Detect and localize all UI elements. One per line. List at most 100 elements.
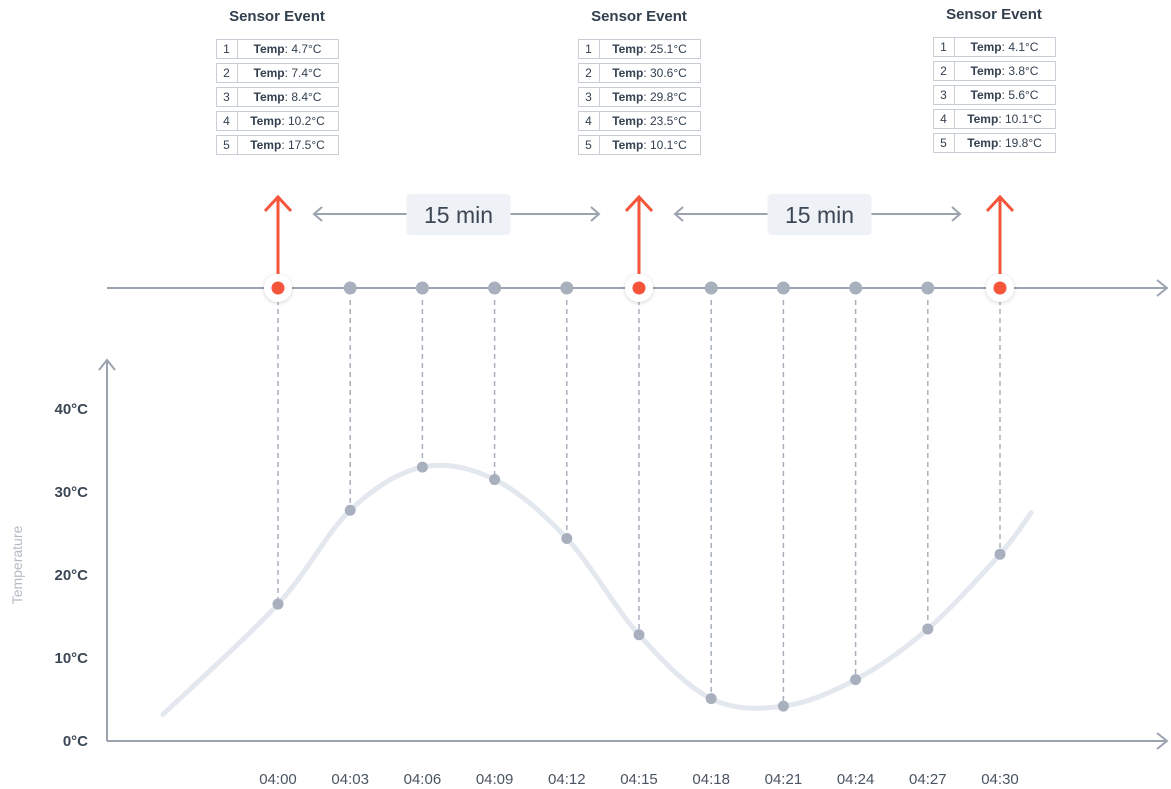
reading-value: 4.1°C bbox=[1008, 40, 1039, 54]
timeline-dot bbox=[704, 281, 718, 295]
interval-arrowhead-left bbox=[673, 206, 684, 222]
sample-point bbox=[777, 700, 789, 712]
x-tick-label: 04:12 bbox=[548, 771, 586, 788]
reading-index: 5 bbox=[215, 135, 237, 155]
reading-row: 5 Temp: 19.8°C bbox=[932, 133, 1056, 153]
reading-separator: : bbox=[1001, 40, 1009, 54]
sample-point bbox=[994, 548, 1006, 560]
timeline-dot bbox=[921, 281, 935, 295]
reading-row: 2 Temp: 3.8°C bbox=[932, 61, 1056, 81]
interval-label-box bbox=[767, 194, 872, 235]
sample-point bbox=[705, 693, 717, 705]
reading-index: 3 bbox=[932, 85, 954, 105]
y-tick-label: 0°C bbox=[63, 733, 88, 750]
reading-value-cell: Temp: 10.1°C bbox=[953, 109, 1056, 129]
interval-arrowhead-left bbox=[312, 206, 323, 222]
reading-index: 2 bbox=[932, 61, 954, 81]
reading-value: 3.8°C bbox=[1008, 64, 1039, 78]
reading-value: 17.5°C bbox=[287, 138, 325, 152]
reading-label: Temp bbox=[612, 114, 644, 128]
timeline-dot bbox=[560, 281, 574, 295]
reading-value: 29.8°C bbox=[649, 90, 687, 104]
y-axis-label: Temperature bbox=[9, 525, 25, 604]
sensor-event-title: Sensor Event bbox=[229, 8, 325, 25]
y-axis-arrowhead bbox=[98, 358, 116, 371]
x-tick-label: 04:30 bbox=[981, 771, 1019, 788]
reading-index: 3 bbox=[577, 87, 599, 107]
reading-label: Temp bbox=[250, 114, 282, 128]
interval-label: 15 min bbox=[424, 202, 493, 228]
reading-separator: : bbox=[643, 114, 650, 128]
reading-separator: : bbox=[281, 114, 288, 128]
reading-value-cell: Temp: 19.8°C bbox=[953, 133, 1056, 153]
reading-value: 8.4°C bbox=[291, 90, 322, 104]
reading-row: 3 Temp: 5.6°C bbox=[932, 85, 1056, 105]
reading-value-cell: Temp: 23.5°C bbox=[598, 111, 701, 131]
reading-value: 10.2°C bbox=[287, 114, 325, 128]
reading-label: Temp bbox=[253, 42, 285, 56]
timeline-arrowhead bbox=[1156, 279, 1169, 297]
reading-row: 4 Temp: 23.5°C bbox=[577, 111, 701, 131]
reading-label: Temp bbox=[967, 136, 999, 150]
x-axis-arrowhead bbox=[1156, 732, 1169, 750]
event-readings-table: 1 Temp: 4.1°C 2 Temp: 3.8°C 3 Temp: 5.6°C 4 Tem… bbox=[932, 33, 1056, 157]
reading-label: Temp bbox=[612, 42, 644, 56]
reading-row: 1 Temp: 4.7°C bbox=[215, 39, 339, 59]
x-tick-label: 04:27 bbox=[909, 771, 947, 788]
reading-value: 10.1°C bbox=[1004, 112, 1042, 126]
reading-value-cell: Temp: 10.1°C bbox=[598, 135, 701, 155]
x-tick-label: 04:00 bbox=[259, 771, 297, 788]
reading-row: 3 Temp: 29.8°C bbox=[577, 87, 701, 107]
sensor-event-title: Sensor Event bbox=[591, 8, 687, 25]
event-marker bbox=[632, 281, 646, 295]
reading-index: 4 bbox=[932, 109, 954, 129]
x-tick-label: 04:03 bbox=[331, 771, 369, 788]
reading-row: 1 Temp: 4.1°C bbox=[932, 37, 1056, 57]
sample-point bbox=[633, 629, 645, 641]
reading-value-cell: Temp: 8.4°C bbox=[236, 87, 339, 107]
sensor-event-2: Sensor Event 1 Temp: 25.1°C 2 Temp: 30.6°C 3… bbox=[574, 8, 704, 159]
reading-separator: : bbox=[998, 136, 1005, 150]
event-readings-table: 1 Temp: 25.1°C 2 Temp: 30.6°C 3 Temp: 29.8°C 4… bbox=[577, 35, 701, 159]
reading-value-cell: Temp: 25.1°C bbox=[598, 39, 701, 59]
interval-label: 15 min bbox=[785, 202, 854, 228]
reading-label: Temp bbox=[250, 138, 282, 152]
timeline-dot bbox=[849, 281, 863, 295]
reading-separator: : bbox=[643, 42, 650, 56]
reading-label: Temp bbox=[970, 64, 1002, 78]
reading-value-cell: Temp: 5.6°C bbox=[953, 85, 1056, 105]
reading-value-cell: Temp: 3.8°C bbox=[953, 61, 1056, 81]
reading-index: 2 bbox=[215, 63, 237, 83]
reading-separator: : bbox=[1001, 64, 1009, 78]
y-tick-label: 30°C bbox=[54, 484, 88, 501]
y-tick-label: 20°C bbox=[54, 567, 88, 584]
reading-value-cell: Temp: 4.7°C bbox=[236, 39, 339, 59]
reading-separator: : bbox=[284, 66, 292, 80]
y-tick-label: 10°C bbox=[54, 650, 88, 667]
reading-label: Temp bbox=[612, 90, 644, 104]
reading-separator: : bbox=[1001, 88, 1009, 102]
timeline-dot bbox=[415, 281, 429, 295]
reading-index: 1 bbox=[577, 39, 599, 59]
reading-index: 4 bbox=[577, 111, 599, 131]
sensor-event-title: Sensor Event bbox=[946, 6, 1042, 23]
reading-row: 4 Temp: 10.1°C bbox=[932, 109, 1056, 129]
reading-separator: : bbox=[643, 138, 650, 152]
x-tick-label: 04:06 bbox=[404, 771, 442, 788]
reading-value-cell: Temp: 4.1°C bbox=[953, 37, 1056, 57]
reading-row: 3 Temp: 8.4°C bbox=[215, 87, 339, 107]
reading-value: 19.8°C bbox=[1004, 136, 1042, 150]
x-tick-label: 04:18 bbox=[692, 771, 730, 788]
x-tick-label: 04:24 bbox=[837, 771, 875, 788]
sample-point bbox=[416, 461, 428, 473]
event-marker bbox=[271, 281, 285, 295]
reading-value: 7.4°C bbox=[291, 66, 322, 80]
event-arrow-head bbox=[263, 194, 293, 213]
reading-value-cell: Temp: 29.8°C bbox=[598, 87, 701, 107]
reading-index: 1 bbox=[215, 39, 237, 59]
reading-row: 4 Temp: 10.2°C bbox=[215, 111, 339, 131]
event-readings-table: 1 Temp: 4.7°C 2 Temp: 7.4°C 3 Temp: 8.4°C 4 Tem… bbox=[215, 35, 339, 159]
event-marker bbox=[993, 281, 1007, 295]
sample-point bbox=[344, 504, 356, 516]
timeline-dot bbox=[488, 281, 502, 295]
